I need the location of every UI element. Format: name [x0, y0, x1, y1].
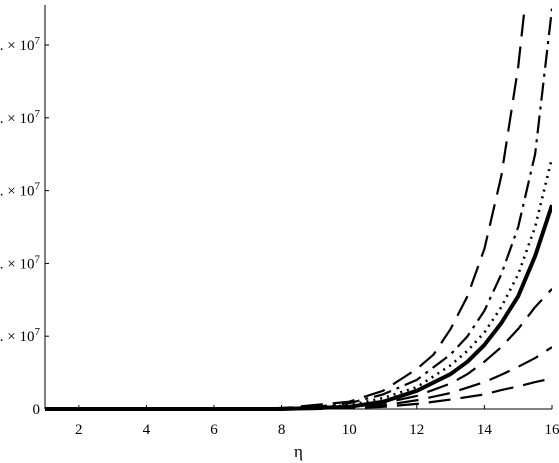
x-tick-label: 2: [75, 422, 83, 438]
series-line-3: [45, 157, 552, 411]
series-line-5: [45, 288, 552, 411]
x-tick-label: 8: [278, 422, 286, 438]
x-tick-label: 4: [143, 422, 151, 438]
y-tick-label: 2. × 107: [0, 253, 41, 272]
y-ticks: 0 1. × 107 2. × 107 3. × 107 4. × 107 5. × 10…: [0, 35, 49, 418]
x-tick-label: 16: [545, 422, 559, 438]
x-ticks: 2 4 6 8 10 12 14 16: [75, 405, 559, 438]
x-axis-label: η: [294, 442, 303, 461]
series-line-6: [45, 346, 552, 411]
y-tick-label: 3. × 107: [0, 181, 41, 200]
y-tick-label: 1. × 107: [0, 326, 41, 345]
x-tick-label: 6: [210, 422, 218, 438]
y-tick-label: 5. × 107: [0, 35, 41, 54]
series-line-4: [45, 204, 552, 411]
x-tick-label: 12: [409, 422, 424, 438]
series-layer: [45, 5, 552, 411]
series-line-1: [45, 5, 527, 411]
y-tick-label: 0: [33, 402, 41, 418]
y-tick-label: 4. × 107: [0, 108, 41, 127]
series-line-7: [45, 377, 552, 411]
x-tick-label: 10: [342, 422, 357, 438]
series-line-2: [45, 8, 552, 411]
x-tick-label: 14: [477, 422, 493, 438]
